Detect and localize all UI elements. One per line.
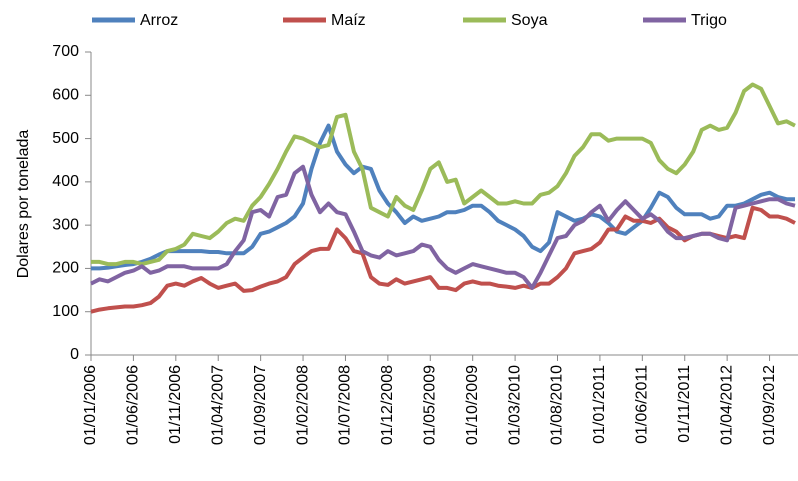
y-tick-label: 500 [52,130,79,147]
series-line [91,123,795,271]
x-tick-label: 01/02/2008 [294,365,311,445]
x-tick-label: 01/01/2011 [591,365,608,444]
y-tick-label: 200 [52,260,79,277]
x-tick-label: 01/10/2009 [464,365,481,445]
series-line [90,164,796,290]
x-tick-label: 01/05/2009 [421,365,438,445]
x-tick-label: 01/07/2008 [337,365,354,445]
x-tick-label: 01/04/2007 [209,365,226,445]
series-line [91,82,796,267]
y-tick-label: 300 [52,216,79,233]
x-tick-label: 01/04/2012 [718,365,735,445]
x-tick-label: 01/12/2008 [379,365,396,445]
series-line [90,205,796,314]
x-tick-label: 01/08/2010 [549,365,566,445]
x-tick-label: 01/09/2012 [761,365,778,445]
x-tick-label: 01/03/2010 [506,365,523,445]
y-tick-label: 600 [52,87,79,104]
y-axis-label: Dolares por tonelada [15,130,32,279]
legend-label: Soya [511,12,548,29]
x-tick-label: 01/01/2006 [82,365,99,445]
x-tick-label: 01/11/2011 [676,365,693,443]
legend-label: Trigo [691,12,727,29]
y-tick-label: 0 [70,346,79,363]
x-tick-label: 01/06/2011 [634,365,651,444]
y-tick-label: 700 [52,43,79,60]
y-tick-label: 400 [52,173,79,190]
x-tick-label: 01/11/2006 [167,365,184,444]
legend-label: Arroz [140,12,178,29]
x-tick-label: 01/06/2006 [125,365,142,445]
legend-label: Maíz [331,12,366,29]
y-tick-label: 100 [52,303,79,320]
x-tick-label: 01/09/2007 [252,365,269,445]
